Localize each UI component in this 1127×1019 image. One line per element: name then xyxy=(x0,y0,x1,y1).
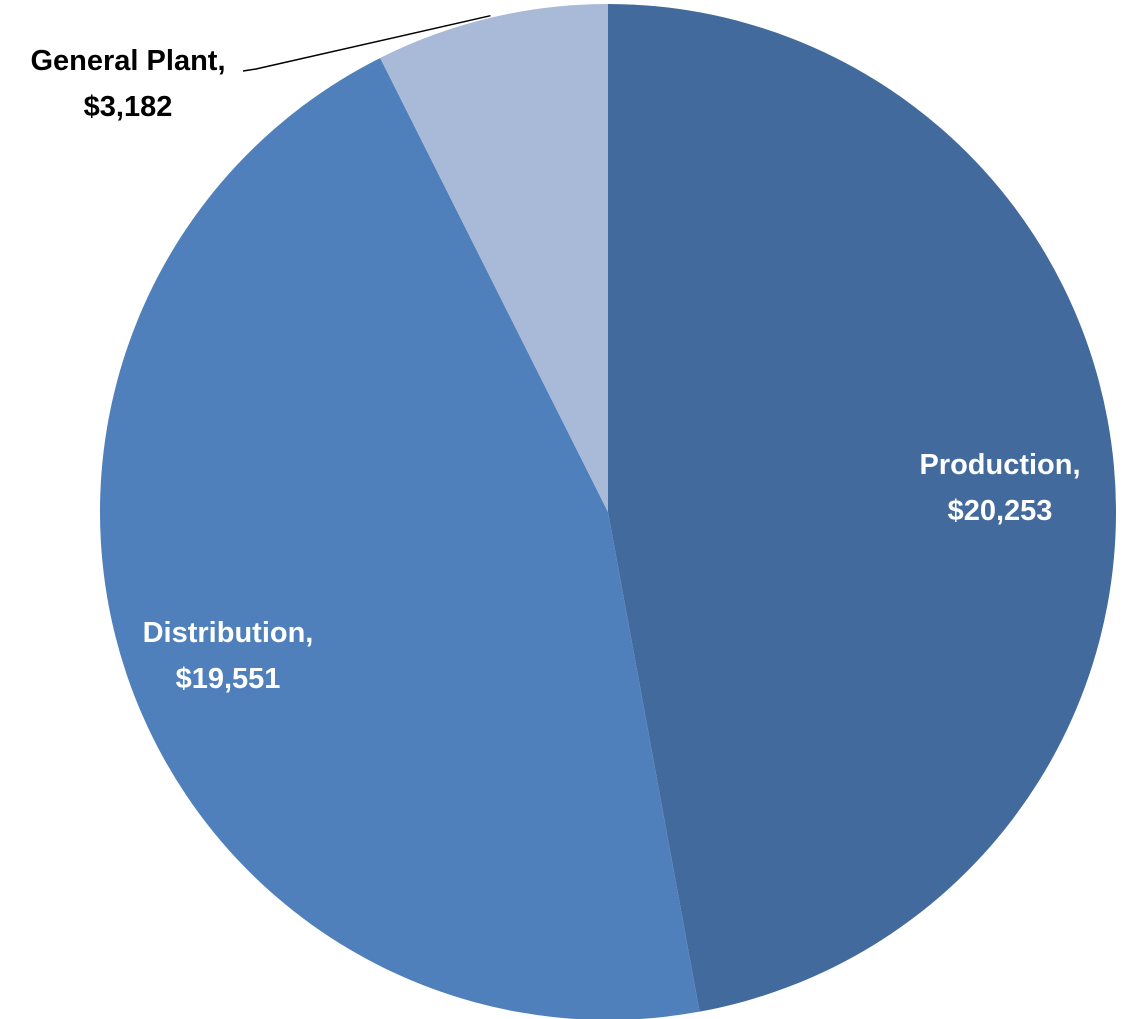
pie-slice-production xyxy=(608,3,1117,1012)
data-label-distribution-value: $19,551 xyxy=(176,663,281,695)
data-label-distribution-name: Distribution, xyxy=(143,617,314,649)
data-label-production-name: Production, xyxy=(919,449,1080,481)
pie-slice-distribution xyxy=(99,57,700,1019)
data-label-general-plant-name: General Plant, xyxy=(30,45,225,77)
pie-slice-general-plant xyxy=(380,4,608,512)
data-label-production-value: $20,253 xyxy=(948,495,1053,527)
data-label-general-plant-value: $3,182 xyxy=(84,91,173,123)
leader-line-general-plant xyxy=(242,14,491,72)
